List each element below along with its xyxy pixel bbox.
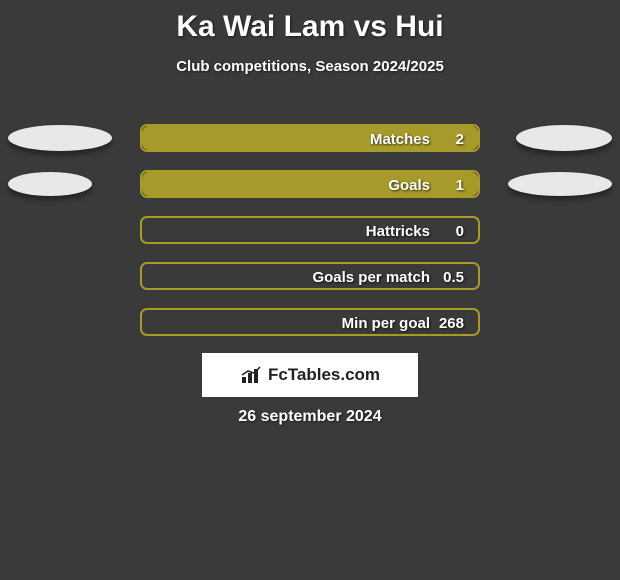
stat-value: 2 [456,126,464,154]
stat-value: 1 [456,172,464,200]
stats-rows: Matches 2 Goals 1 Hattricks 0 Goals per match 0… [0,124,620,354]
stat-value: 0.5 [443,264,464,292]
stat-bar: Hattricks 0 [140,216,480,244]
stat-row: Goals per match 0.5 [0,262,620,290]
date-text: 26 september 2024 [0,408,620,426]
chart-icon [240,365,264,385]
stat-value: 268 [439,310,464,338]
stat-row: Matches 2 [0,124,620,152]
right-ellipse [508,172,612,196]
stat-bar: Goals per match 0.5 [140,262,480,290]
page-title: Ka Wai Lam vs Hui [0,0,620,44]
infographic-container: Ka Wai Lam vs Hui Club competitions, Sea… [0,0,620,580]
stat-label: Goals per match [142,264,430,292]
stat-row: Goals 1 [0,170,620,198]
stat-label: Min per goal [142,310,430,338]
stat-row: Min per goal 268 [0,308,620,336]
stat-label: Matches [142,126,430,154]
stat-bar: Goals 1 [140,170,480,198]
left-ellipse [8,172,92,196]
right-ellipse [516,125,612,151]
stat-label: Goals [142,172,430,200]
page-subtitle: Club competitions, Season 2024/2025 [0,58,620,75]
logo-text: FcTables.com [268,365,380,385]
stat-bar: Min per goal 268 [140,308,480,336]
stat-bar: Matches 2 [140,124,480,152]
left-ellipse [8,125,112,151]
stat-label: Hattricks [142,218,430,246]
stat-row: Hattricks 0 [0,216,620,244]
stat-value: 0 [456,218,464,246]
logo-box: FcTables.com [202,353,418,397]
